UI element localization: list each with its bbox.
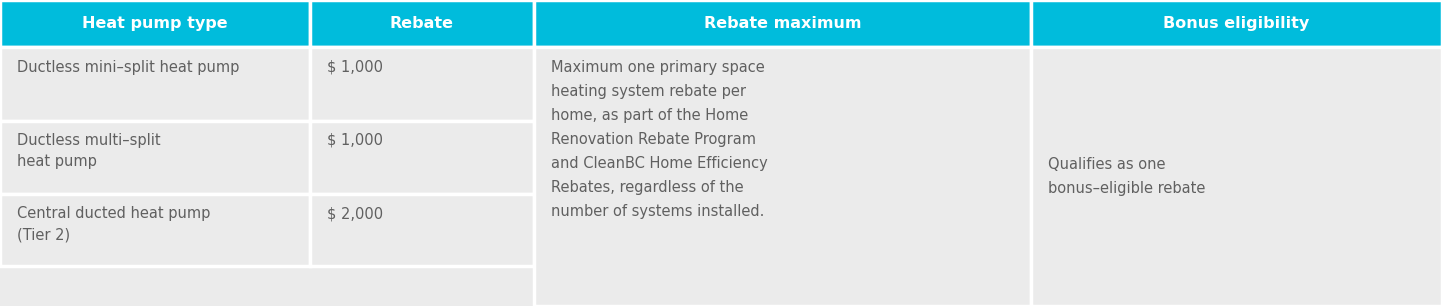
Text: $ 1,000: $ 1,000 bbox=[327, 60, 384, 75]
Text: Ductless mini–split heat pump: Ductless mini–split heat pump bbox=[17, 60, 239, 75]
Text: Rebate maximum: Rebate maximum bbox=[704, 16, 861, 31]
Bar bbox=[0, 47, 310, 121]
Bar bbox=[534, 47, 1031, 306]
Bar bbox=[0, 194, 310, 266]
Text: Bonus eligibility: Bonus eligibility bbox=[1164, 16, 1309, 31]
Bar bbox=[310, 194, 534, 266]
Text: Heat pump type: Heat pump type bbox=[82, 16, 228, 31]
Text: Ductless multi–split
heat pump: Ductless multi–split heat pump bbox=[17, 133, 162, 169]
Bar bbox=[310, 121, 534, 194]
Bar bbox=[0, 121, 310, 194]
Text: $ 2,000: $ 2,000 bbox=[327, 206, 384, 221]
Text: $ 1,000: $ 1,000 bbox=[327, 133, 384, 148]
Bar bbox=[534, 0, 1031, 47]
Text: Qualifies as one
bonus–eligible rebate: Qualifies as one bonus–eligible rebate bbox=[1048, 157, 1206, 196]
Text: Central ducted heat pump
(Tier 2): Central ducted heat pump (Tier 2) bbox=[17, 206, 211, 242]
Text: Maximum one primary space
heating system rebate per
home, as part of the Home
Re: Maximum one primary space heating system… bbox=[551, 60, 767, 219]
Bar bbox=[1031, 0, 1442, 47]
Bar bbox=[310, 0, 534, 47]
Text: Rebate: Rebate bbox=[389, 16, 454, 31]
Bar bbox=[1031, 47, 1442, 306]
Bar bbox=[0, 0, 310, 47]
Bar bbox=[310, 47, 534, 121]
